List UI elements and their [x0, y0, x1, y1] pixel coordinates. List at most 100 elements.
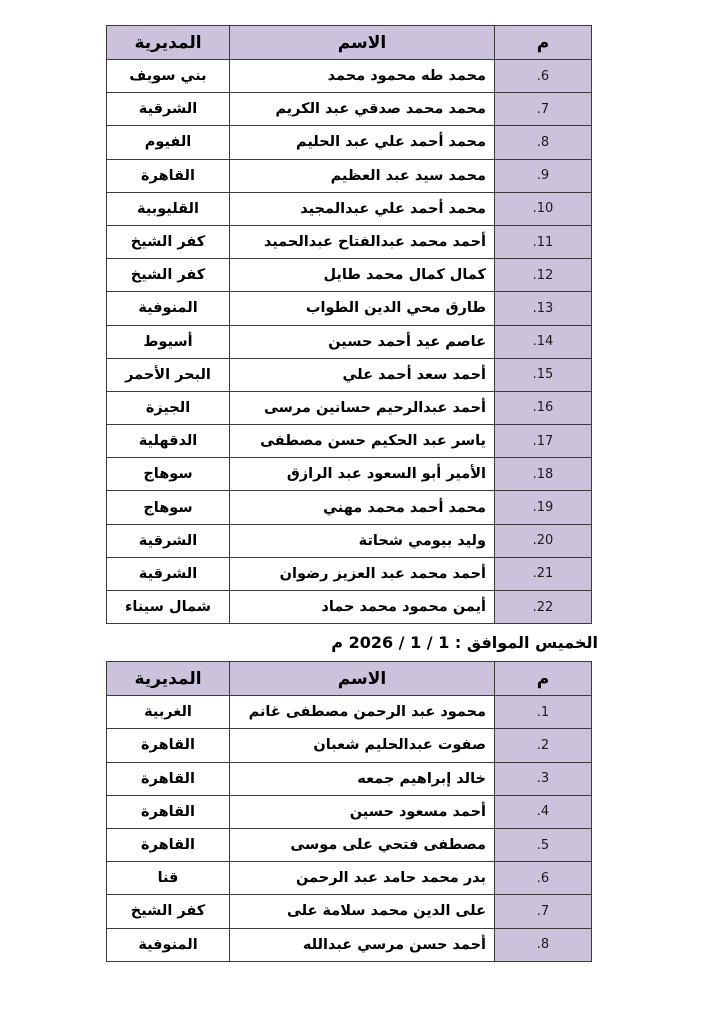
table-row: .5 مصطفى فتحي على موسى القاهرة	[106, 827, 592, 863]
name-cell: محمد أحمد علي عبدالمجيد	[229, 191, 495, 226]
name-cell: ياسر عبد الحكيم حسن مصطفى	[229, 424, 495, 459]
name-cell: عاصم عيد أحمد حسين	[229, 324, 495, 359]
directorate-cell: المنوفية	[106, 291, 230, 326]
serial-cell: .5	[494, 827, 592, 863]
directorate-cell: أسيوط	[106, 324, 230, 359]
name-cell: كمال كمال محمد طايل	[229, 258, 495, 293]
name-cell: أيمن محمود محمد حماد	[229, 589, 495, 625]
directorate-cell: القاهرة	[106, 728, 230, 763]
directorate-cell: الشرقية	[106, 556, 230, 592]
directorate-cell: القاهرة	[106, 761, 230, 796]
name-cell: أحمد عبدالرحيم حسانين مرسى	[229, 390, 495, 426]
directorate-cell: سوهاج	[106, 490, 230, 525]
name-cell: أحمد حسن مرسي عبدالله	[229, 927, 495, 962]
serial-header: م	[494, 661, 592, 697]
directorate-cell: الفيوم	[106, 125, 230, 160]
name-cell: محمد محمد صدقي عبد الكريم	[229, 92, 495, 127]
table-row: .18 الأمير أبو السعود عبد الرازق سوهاج	[106, 457, 592, 492]
table-row: .1 محمود عبد الرحمن مصطفى غانم الغربية	[106, 695, 592, 730]
serial-cell: .15	[494, 357, 592, 392]
name-cell: خالد إبراهيم جمعه	[229, 761, 495, 796]
name-cell: محمد سيد عبد العظيم	[229, 158, 495, 193]
serial-cell: .18	[494, 457, 592, 492]
directorate-cell: البحر الأحمر	[106, 357, 230, 392]
name-header: الاسم	[229, 661, 495, 697]
directorate-cell: الجيزة	[106, 390, 230, 426]
serial-cell: .6	[494, 58, 592, 94]
table-row: .10 محمد أحمد علي عبدالمجيد القليوبية	[106, 191, 592, 226]
table-row: .12 كمال كمال محمد طايل كفر الشيخ	[106, 258, 592, 293]
table-row: .7 محمد محمد صدقي عبد الكريم الشرقية	[106, 92, 592, 127]
name-cell: أحمد محمد عبد العزيز رضوان	[229, 556, 495, 592]
name-cell: محمود عبد الرحمن مصطفى غانم	[229, 695, 495, 730]
name-cell: أحمد مسعود حسين	[229, 794, 495, 829]
directorate-cell: كفر الشيخ	[106, 894, 230, 929]
table-row: .22 أيمن محمود محمد حماد شمال سيناء	[106, 589, 592, 625]
serial-cell: .1	[494, 695, 592, 730]
serial-cell: .3	[494, 761, 592, 796]
table-row: .6 محمد طه محمود محمد بني سويف	[106, 58, 592, 94]
name-cell: طارق محي الدين الطواب	[229, 291, 495, 326]
directorate-cell: الشرقية	[106, 92, 230, 127]
document-page: م الاسم المديرية .6 محمد طه محمود محمد بني سو…	[106, 25, 598, 962]
name-cell: أحمد سعد أحمد علي	[229, 357, 495, 392]
serial-cell: .14	[494, 324, 592, 359]
roster-table-first: م الاسم المديرية .6 محمد طه محمود محمد بني سو…	[106, 25, 592, 625]
header-row: م الاسم المديرية	[106, 25, 592, 60]
name-cell: على الدين محمد سلامة على	[229, 894, 495, 929]
name-cell: الأمير أبو السعود عبد الرازق	[229, 457, 495, 492]
directorate-cell: بني سويف	[106, 58, 230, 94]
serial-cell: .2	[494, 728, 592, 763]
name-cell: مصطفى فتحي على موسى	[229, 827, 495, 863]
directorate-cell: القاهرة	[106, 794, 230, 829]
date-heading: الخميس الموافق : 1 / 1 / 2026 م	[331, 633, 598, 653]
table-row: .16 أحمد عبدالرحيم حسانين مرسى الجيزة	[106, 390, 592, 426]
name-cell: محمد أحمد محمد مهني	[229, 490, 495, 525]
header-row: م الاسم المديرية	[106, 661, 592, 697]
serial-cell: .21	[494, 556, 592, 592]
name-cell: أحمد محمد عبدالفتاح عبدالحميد	[229, 224, 495, 260]
serial-cell: .8	[494, 927, 592, 962]
table-row: .17 ياسر عبد الحكيم حسن مصطفى الدقهلية	[106, 424, 592, 459]
directorate-header: المديرية	[106, 661, 230, 697]
serial-cell: .17	[494, 424, 592, 459]
serial-cell: .16	[494, 390, 592, 426]
name-cell: صفوت عبدالحليم شعبان	[229, 728, 495, 763]
table-row: .15 أحمد سعد أحمد علي البحر الأحمر	[106, 357, 592, 392]
name-cell: وليد بيومي شحاتة	[229, 523, 495, 558]
serial-cell: .13	[494, 291, 592, 326]
table-row: .8 أحمد حسن مرسي عبدالله المنوفية	[106, 927, 592, 962]
directorate-cell: المنوفية	[106, 927, 230, 962]
directorate-cell: كفر الشيخ	[106, 224, 230, 260]
serial-cell: .20	[494, 523, 592, 558]
serial-cell: .11	[494, 224, 592, 260]
serial-cell: .8	[494, 125, 592, 160]
directorate-cell: الغربية	[106, 695, 230, 730]
table-row: .14 عاصم عيد أحمد حسين أسيوط	[106, 324, 592, 359]
name-cell: بدر محمد حامد عبد الرحمن	[229, 861, 495, 896]
table-row: .7 على الدين محمد سلامة على كفر الشيخ	[106, 894, 592, 929]
serial-cell: .19	[494, 490, 592, 525]
directorate-cell: كفر الشيخ	[106, 258, 230, 293]
serial-cell: .9	[494, 158, 592, 193]
serial-cell: .10	[494, 191, 592, 226]
directorate-cell: الدقهلية	[106, 424, 230, 459]
directorate-cell: شمال سيناء	[106, 589, 230, 625]
table-row: .2 صفوت عبدالحليم شعبان القاهرة	[106, 728, 592, 763]
directorate-cell: القاهرة	[106, 827, 230, 863]
table-row: .4 أحمد مسعود حسين القاهرة	[106, 794, 592, 829]
serial-cell: .7	[494, 92, 592, 127]
table-row: .3 خالد إبراهيم جمعه القاهرة	[106, 761, 592, 796]
table-row: .19 محمد أحمد محمد مهني سوهاج	[106, 490, 592, 525]
serial-cell: .4	[494, 794, 592, 829]
directorate-cell: قنا	[106, 861, 230, 896]
directorate-cell: سوهاج	[106, 457, 230, 492]
directorate-cell: الشرقية	[106, 523, 230, 558]
serial-cell: .6	[494, 861, 592, 896]
directorate-cell: القليوبية	[106, 191, 230, 226]
roster-table-second: م الاسم المديرية .1 محمود عبد الرحمن مصطفى غ…	[106, 661, 592, 962]
table-row: .9 محمد سيد عبد العظيم القاهرة	[106, 158, 592, 193]
table-row: .13 طارق محي الدين الطواب المنوفية	[106, 291, 592, 326]
table-row: .6 بدر محمد حامد عبد الرحمن قنا	[106, 861, 592, 896]
table-row: .8 محمد أحمد علي عبد الحليم الفيوم	[106, 125, 592, 160]
